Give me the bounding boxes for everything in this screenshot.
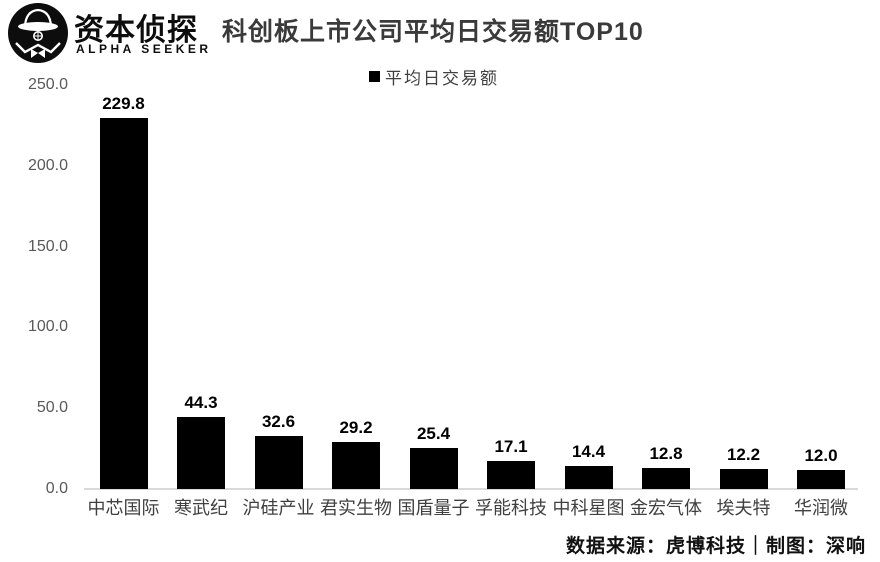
bar bbox=[99, 117, 148, 489]
y-axis-tick-label: 100.0 bbox=[27, 318, 68, 336]
bar bbox=[254, 436, 303, 489]
logo-name-cn: 资本侦探 bbox=[74, 14, 198, 47]
logo-name-en: ALPHA SEEKER bbox=[76, 42, 212, 56]
x-axis-category-label: 君实生物 bbox=[320, 498, 392, 518]
x-axis-category-label: 中科星图 bbox=[552, 498, 625, 518]
y-axis-tick-label: 50.0 bbox=[36, 399, 68, 417]
bar bbox=[487, 461, 535, 489]
x-axis-category-label: 金宏气体 bbox=[630, 498, 702, 518]
x-axis-category-label: 华润微 bbox=[794, 498, 848, 518]
legend: 平均日交易额 bbox=[369, 64, 499, 89]
bar-value-label: 12.8 bbox=[649, 444, 683, 464]
bar-value-label: 29.2 bbox=[339, 417, 373, 437]
bar bbox=[564, 465, 613, 489]
bar-value-label: 44.3 bbox=[184, 393, 218, 413]
bar bbox=[177, 417, 225, 489]
bar bbox=[332, 441, 380, 489]
legend-label: 平均日交易额 bbox=[385, 69, 499, 88]
y-axis-tick-label: 0.0 bbox=[45, 480, 68, 497]
bar-value-label: 12.0 bbox=[804, 445, 838, 465]
bar-value-label: 32.6 bbox=[261, 412, 296, 432]
bar-value-label: 17.1 bbox=[494, 437, 528, 457]
bar bbox=[797, 469, 845, 489]
x-axis-category-label: 中芯国际 bbox=[87, 498, 160, 518]
bar-value-label: 14.4 bbox=[571, 441, 606, 461]
y-axis-tick-label: 200.0 bbox=[27, 156, 68, 174]
source-credit: 数据来源：虎博科技｜制图：深响 bbox=[565, 536, 866, 557]
x-axis-category-label: 寒武纪 bbox=[174, 498, 228, 518]
x-axis-line bbox=[84, 488, 858, 490]
bar-value-label: 25.4 bbox=[416, 423, 451, 443]
x-axis-category-label: 沪硅产业 bbox=[242, 498, 315, 518]
bar-value-label: 229.8 bbox=[102, 93, 145, 113]
legend-swatch-icon bbox=[369, 71, 380, 82]
y-axis-tick-label: 150.0 bbox=[27, 237, 68, 255]
y-axis-tick-label: 250.0 bbox=[27, 76, 68, 93]
x-axis-category-label: 孚能科技 bbox=[475, 498, 547, 518]
bar-value-label: 12.2 bbox=[726, 445, 761, 465]
bar bbox=[409, 447, 458, 489]
bar bbox=[719, 469, 768, 489]
bar bbox=[642, 468, 690, 489]
x-axis-category-label: 国盾量子 bbox=[397, 498, 470, 518]
x-axis-category-label: 埃夫特 bbox=[716, 498, 771, 518]
alpha-seeker-logo-icon bbox=[8, 3, 68, 63]
chart-title: 科创板上市公司平均日交易额TOP10 bbox=[222, 18, 644, 46]
